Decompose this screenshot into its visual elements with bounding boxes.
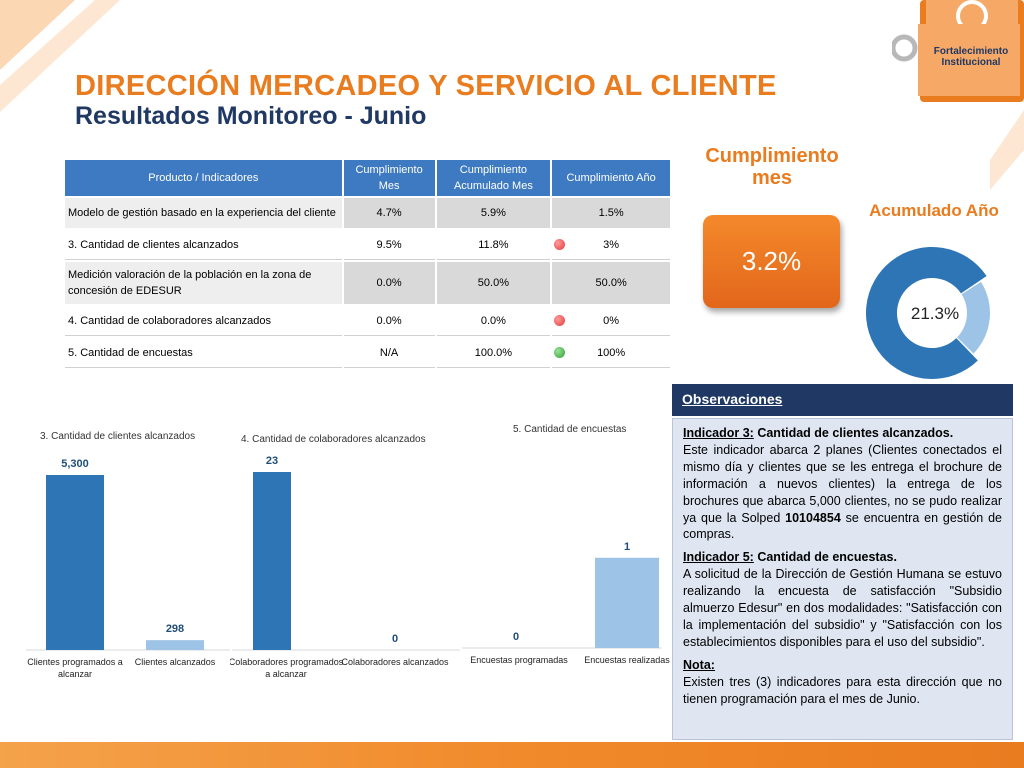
- table-row: 3. Cantidad de clientes alcanzados 9.5% …: [65, 230, 670, 260]
- chart-data-label: 0: [513, 631, 519, 643]
- status-red-icon: [554, 314, 566, 326]
- donut-center-label: 21.3%: [911, 304, 959, 323]
- header-producto: Producto / Indicadores: [65, 160, 342, 196]
- chart-title: 3. Cantidad de clientes alcanzados: [40, 431, 195, 442]
- row-anio-cell: 0%: [552, 306, 670, 336]
- row-name: Medición valoración de la población en l…: [65, 262, 342, 304]
- row-anio-cell: 3%: [552, 230, 670, 260]
- chart-title: 5. Cantidad de encuestas: [513, 424, 626, 435]
- table-row: Medición valoración de la población en l…: [65, 262, 670, 304]
- observations-header: Observaciones: [672, 384, 1013, 416]
- chart-category-label: Clientes programados a: [27, 657, 123, 667]
- donut-hole: [898, 279, 966, 347]
- observations-title: Observaciones: [682, 391, 783, 407]
- note-label: Nota:: [683, 657, 715, 672]
- chart-bar: [146, 640, 204, 650]
- chart-category-label: Clientes alcanzados: [135, 657, 216, 667]
- indicator-3-text-a: Este indicador abarca 2 planes (Clientes…: [683, 442, 1002, 525]
- header-cumplimiento-mes: Cumplimiento Mes: [343, 160, 435, 196]
- chart-data-label: 23: [266, 455, 278, 467]
- row-acumulado: 0.0%: [436, 306, 551, 336]
- observation-indicator-5: Indicador 5: Cantidad de encuestas. A so…: [683, 549, 1002, 650]
- indicator-5-label: Indicador 5:: [683, 550, 754, 565]
- row-name: 4. Cantidad de colaboradores alcanzados: [65, 306, 342, 336]
- chart-category-label: Encuestas programadas: [470, 655, 568, 665]
- table-row: Modelo de gestión basado en la experienc…: [65, 198, 670, 228]
- table-row: 4. Cantidad de colaboradores alcanzados …: [65, 306, 670, 336]
- row-name: 3. Cantidad de clientes alcanzados: [65, 230, 342, 260]
- chart-title: 4. Cantidad de colaboradores alcanzados: [241, 434, 426, 445]
- donut-slice-remaining: [866, 247, 987, 379]
- chart-data-label: 5,300: [61, 458, 89, 470]
- donut-slice-accumulated: [957, 281, 990, 354]
- chart-encuestas: 5. Cantidad de encuestas 0 Encuestas progr…: [462, 424, 670, 665]
- logo-puzzle-icon: [892, 0, 1024, 102]
- footer-bar: [0, 742, 1024, 768]
- row-acumulado: 11.8%: [436, 230, 551, 260]
- indicator-3-label: Indicador 3:: [683, 426, 754, 440]
- chart-data-label: 0: [392, 633, 398, 645]
- row-anio: 1.5%: [552, 198, 670, 228]
- row-anio: 50.0%: [552, 262, 670, 304]
- indicators-table: Producto / Indicadores Cumplimiento Mes …: [63, 158, 672, 370]
- page-title: DIRECCIÓN MERCADEO Y SERVICIO AL CLIENTE: [75, 70, 777, 102]
- chart-category-label: Colaboradores alcanzados: [341, 657, 449, 667]
- chart-colaboradores-alcanzados: 4. Cantidad de colaboradores alcanzados 2…: [230, 434, 460, 679]
- status-red-icon: [554, 238, 566, 250]
- header-cumplimiento-anio: Cumplimiento Año: [552, 160, 670, 196]
- kpi-label: Cumplimiento mes: [705, 145, 839, 189]
- chart-data-label: 1: [624, 541, 630, 553]
- note-text: Existen tres (3) indicadores para esta d…: [683, 674, 1002, 706]
- table-row: 5. Cantidad de encuestas N/A 100.0% 100%: [65, 338, 670, 368]
- row-acumulado: 100.0%: [436, 338, 551, 368]
- row-name: 5. Cantidad de encuestas: [65, 338, 342, 368]
- chart-category-label: Encuestas realizadas: [584, 655, 670, 665]
- row-mes: 4.7%: [343, 198, 435, 228]
- indicator-3-text-b: se encuentra en gestión de compras.: [683, 510, 1002, 542]
- logo-text: Fortalecimiento Institucional: [933, 46, 1009, 68]
- header-cumplimiento-acumulado: Cumplimiento Acumulado Mes: [436, 160, 551, 196]
- page-subtitle: Resultados Monitoreo - Junio: [75, 102, 427, 130]
- row-anio: 0%: [603, 314, 620, 327]
- row-mes: 9.5%: [343, 230, 435, 260]
- row-mes: 0.0%: [343, 306, 435, 336]
- accumulated-donut-chart: 21.3%: [866, 247, 990, 379]
- row-mes: 0.0%: [343, 262, 435, 304]
- chart-category-label: a alcanzar: [265, 669, 307, 679]
- accumulated-label: Acumulado Año: [869, 201, 999, 220]
- chart-clientes-alcanzados: 3. Cantidad de clientes alcanzados 5,300 C…: [26, 431, 230, 679]
- row-mes: N/A: [343, 338, 435, 368]
- row-acumulado: 5.9%: [436, 198, 551, 228]
- chart-category-label: alcanzar: [58, 669, 92, 679]
- chart-bar: [46, 475, 104, 650]
- observation-indicator-3: Indicador 3: Cantidad de clientes alcanz…: [683, 425, 1002, 543]
- observations-body: Indicador 3: Cantidad de clientes alcanz…: [672, 418, 1013, 740]
- row-name: Modelo de gestión basado en la experienc…: [65, 198, 342, 228]
- decorative-stripes-left: [0, 0, 120, 112]
- row-anio: 3%: [603, 238, 620, 251]
- decorative-stripes-right: [990, 110, 1024, 190]
- indicator-3-solped: 10104854: [785, 510, 841, 525]
- indicator-5-text: A solicitud de la Dirección de Gestión H…: [683, 567, 1002, 649]
- indicator-5-title: Cantidad de encuestas.: [757, 550, 897, 565]
- chart-bar: [595, 557, 659, 648]
- chart-bar: [253, 472, 291, 650]
- row-anio: 100%: [597, 346, 626, 359]
- table-header-row: Producto / Indicadores Cumplimiento Mes …: [65, 160, 670, 196]
- chart-category-label: Colaboradores programados: [230, 657, 344, 667]
- status-green-icon: [554, 346, 566, 358]
- chart-data-label: 298: [166, 623, 184, 635]
- row-acumulado: 50.0%: [436, 262, 551, 304]
- observation-note: Nota: Existen tres (3) indicadores para …: [683, 657, 1002, 708]
- kpi-value-box: 3.2%: [703, 215, 840, 308]
- indicator-3-title: Cantidad de clientes alcanzados.: [757, 426, 954, 440]
- row-anio-cell: 100%: [552, 338, 670, 368]
